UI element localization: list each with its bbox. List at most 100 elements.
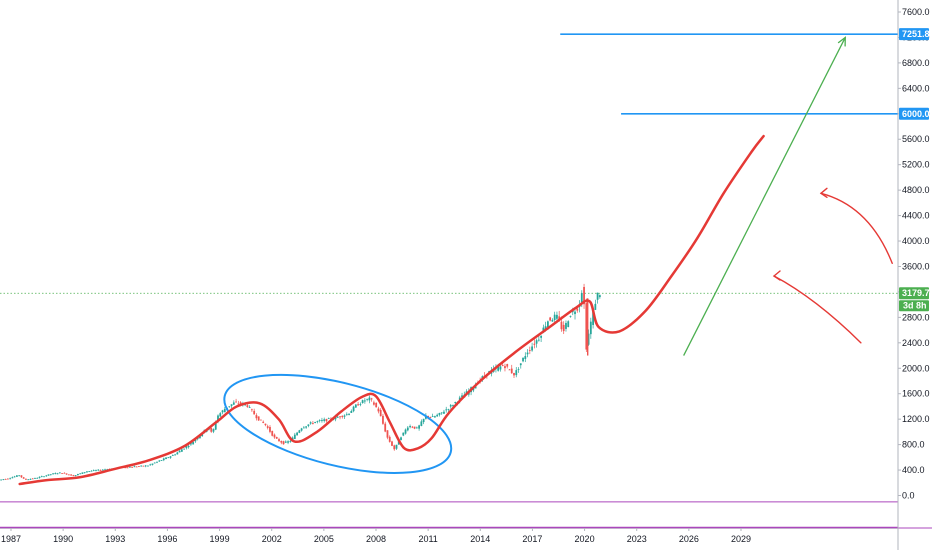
candle-body (165, 457, 167, 460)
ellipse-shape[interactable] (215, 356, 461, 493)
time-axis[interactable]: 1987 1990 1993 1996 1999 2002 2005 2008 2011 2014… (0, 528, 898, 544)
candle-body (92, 470, 95, 471)
candle-body (321, 420, 323, 421)
candle-body (138, 466, 140, 467)
candle-body (363, 400, 366, 402)
candle-body (504, 366, 506, 369)
candle-body (77, 474, 79, 475)
candle-body (341, 415, 344, 418)
candle-body (16, 475, 18, 477)
candle-body (232, 402, 235, 405)
candle-body (569, 316, 572, 317)
candle-body (18, 475, 21, 477)
candle-body (126, 467, 129, 469)
candlestick-series (0, 283, 601, 481)
price-axis[interactable]: 7600.07200.06800.06400.06000.05600.05200… (897, 0, 930, 550)
candle-body (499, 366, 502, 370)
candle-body (325, 419, 328, 422)
candle-body (402, 432, 405, 436)
candle-body (497, 366, 500, 371)
candle-body (553, 314, 556, 321)
candle-body (189, 443, 192, 445)
candle-body (438, 412, 441, 415)
candle-body (95, 470, 97, 471)
candle-body (104, 469, 106, 471)
candle-body (540, 335, 543, 338)
candle-body (40, 476, 43, 478)
candle-body (70, 474, 73, 476)
curved-arrow-0[interactable] (773, 275, 862, 344)
candle-body (153, 462, 156, 464)
green-arrow-head[interactable] (837, 36, 846, 47)
price-tick-label: 5200.0 (902, 160, 930, 170)
price-tag-label: 3179.7 (902, 288, 930, 298)
time-tick-label: 2002 (262, 534, 282, 544)
candle-body (309, 422, 312, 424)
time-tick-label: 2023 (627, 534, 647, 544)
green-arrow-drawing[interactable] (683, 36, 846, 356)
candle-body (253, 410, 256, 415)
candle-body (88, 471, 91, 472)
candle-body (83, 472, 86, 474)
candle-body (257, 416, 260, 421)
candle-body (318, 420, 321, 421)
price-tag-box (899, 28, 929, 41)
candle-body (251, 409, 253, 411)
price-tick-label: 4000.0 (902, 236, 930, 246)
time-tick-label: 2026 (679, 534, 699, 544)
candle-body (409, 425, 411, 428)
candle-body (74, 475, 77, 476)
candle-body (404, 429, 407, 434)
candle-body (524, 356, 527, 359)
candle-body (598, 295, 601, 298)
price-tick-label: 2000.0 (902, 363, 930, 373)
candle-body (79, 473, 82, 475)
candle-body (52, 473, 54, 475)
blue-level-lines[interactable] (560, 33, 898, 115)
candle-body (38, 476, 41, 478)
candle-body (565, 322, 567, 329)
candle-body (574, 311, 576, 315)
candle-body (128, 466, 131, 468)
candle-body (316, 421, 319, 422)
candle-body (147, 465, 149, 467)
candle-body (544, 326, 547, 331)
candle-body (373, 402, 375, 405)
candle-body (302, 427, 305, 429)
candle-body (458, 397, 461, 401)
price-tick-label: 6400.0 (902, 83, 930, 93)
candle-body (583, 286, 585, 305)
candle-body (375, 402, 378, 408)
price-tick-label: 0.0 (902, 491, 915, 501)
candle-body (228, 406, 231, 408)
curved-arrow-head-0[interactable] (772, 270, 781, 281)
candle-body (275, 437, 278, 439)
candle-body (386, 430, 389, 438)
candle-body (221, 410, 224, 413)
time-tick-label: 2017 (522, 534, 542, 544)
candle-body (149, 464, 152, 466)
candle-body (27, 479, 30, 481)
red-curved-arrows[interactable] (772, 187, 893, 344)
candle-body (180, 449, 183, 452)
ellipse-drawing[interactable] (215, 356, 461, 493)
candle-body (214, 422, 217, 430)
red-projection-drawing[interactable] (18, 134, 765, 486)
candle-body (368, 397, 371, 401)
candle-body (395, 444, 398, 449)
curved-arrow-head-1[interactable] (819, 187, 828, 199)
candle-body (445, 409, 448, 411)
candle-body (34, 477, 36, 479)
candle-body (248, 407, 251, 408)
candle-body (11, 477, 14, 479)
candle-body (264, 423, 267, 426)
candle-body (418, 425, 421, 429)
red-projection-curve[interactable] (18, 134, 765, 486)
candle-body (289, 441, 292, 442)
candle-body (585, 303, 588, 350)
green-arrow-line[interactable] (683, 37, 846, 356)
candle-body (131, 467, 134, 468)
curved-arrow-1[interactable] (820, 192, 893, 264)
candle-body (97, 469, 100, 471)
